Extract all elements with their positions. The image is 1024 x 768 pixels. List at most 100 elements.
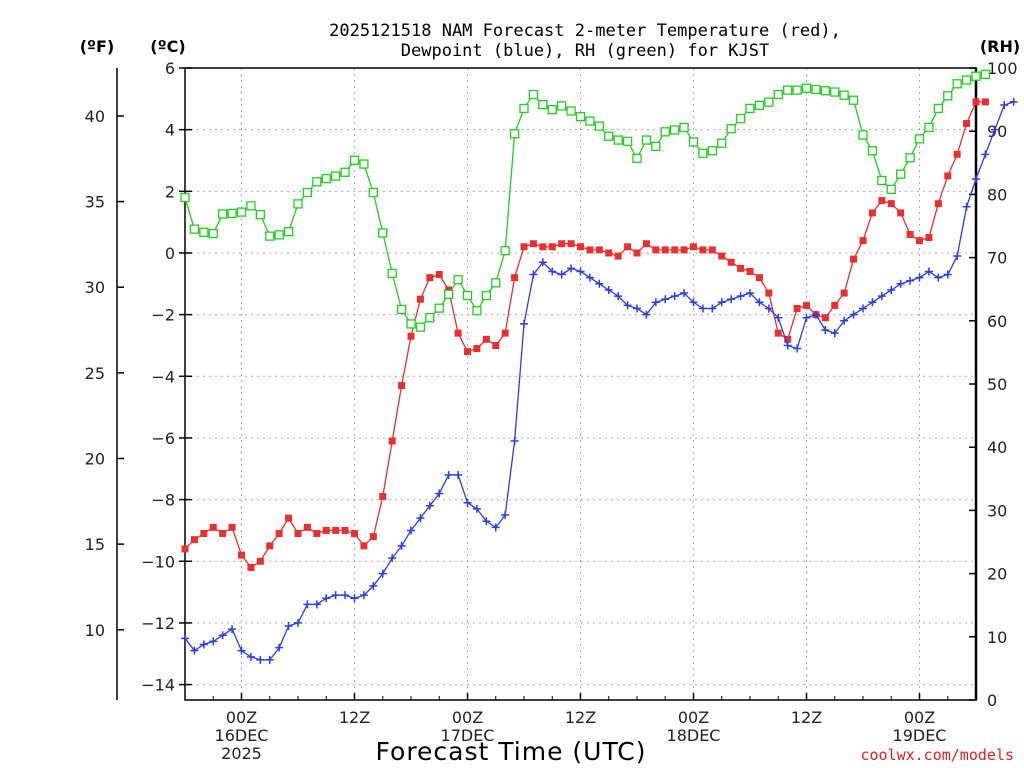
temperature-point <box>671 246 679 254</box>
rh-point <box>491 278 501 288</box>
rh-line <box>184 73 986 328</box>
temperature-point <box>793 304 801 312</box>
temperature-point <box>821 314 829 322</box>
rh-tick-label: 60 <box>987 312 1007 331</box>
temperature-point <box>473 345 481 353</box>
temperature-point <box>718 252 726 260</box>
dewpoint-point <box>651 298 660 307</box>
dewpoint-point <box>585 273 594 282</box>
dewpoint-point <box>896 279 905 288</box>
rh-point <box>396 304 407 315</box>
title-line-2: Dewpoint (blue), RH (green) for KJST <box>401 41 769 61</box>
dewpoint-point <box>764 304 773 313</box>
fahrenheit-axis-ticks: 40 35 30 25 20 15 10 <box>85 107 124 640</box>
rh-point <box>745 103 755 114</box>
dewpoint-point <box>906 276 915 285</box>
dewpoint-point <box>595 279 604 288</box>
dewpoint-point <box>783 341 792 350</box>
temperature-point <box>699 246 707 254</box>
dewpoint-point <box>623 301 632 310</box>
dewpoint-point <box>444 470 453 479</box>
dewpoint-point <box>934 273 943 282</box>
time-tick-label: 12Z <box>791 708 822 727</box>
rh-point <box>622 136 633 146</box>
temperature-point <box>303 523 311 531</box>
dewpoint-point <box>491 523 500 532</box>
temperature-point <box>925 234 933 242</box>
temperature-point <box>934 200 942 208</box>
rh-point <box>283 227 294 237</box>
temperature-point <box>906 230 914 238</box>
temperature-point <box>275 530 283 538</box>
dewpoint-point <box>670 292 679 301</box>
temperature-point <box>238 551 245 559</box>
rh-point <box>481 290 491 301</box>
rh-point <box>905 153 915 163</box>
temperature-point <box>708 246 716 254</box>
temperature-point <box>529 240 537 248</box>
temperature-point <box>765 289 773 297</box>
rh-point <box>632 153 642 164</box>
dewpoint-point <box>435 489 444 498</box>
celsius-tick-label: 0 <box>165 244 175 263</box>
rh-point <box>265 231 275 241</box>
temperature-point <box>831 301 839 309</box>
fahrenheit-tick-label: 30 <box>85 278 105 297</box>
rh-point <box>726 124 736 134</box>
time-tick-label: 12Z <box>565 708 596 727</box>
dewpoint-point <box>698 304 707 313</box>
dewpoint-point <box>407 526 415 535</box>
temperature-point <box>454 329 462 337</box>
rh-tick-label: 100 <box>987 59 1018 78</box>
celsius-tick-label: 6 <box>165 59 175 78</box>
temperature-point <box>398 382 406 390</box>
dewpoint-point <box>1009 97 1018 106</box>
rh-point <box>848 95 859 105</box>
celsius-tick-label: −14 <box>141 676 175 695</box>
dewpoint-point <box>736 292 745 301</box>
dewpoint-point <box>953 252 962 261</box>
dewpoint-point <box>237 646 246 655</box>
dewpoint-point <box>548 267 557 276</box>
dewpoint-point <box>265 655 274 664</box>
gridlines <box>185 68 976 700</box>
axes <box>116 67 978 701</box>
rh-point <box>820 86 830 96</box>
dewpoint-point <box>425 501 434 510</box>
temperature-point <box>774 329 782 337</box>
dewpoint-point <box>717 298 726 307</box>
rh-point <box>594 121 604 131</box>
fahrenheit-tick-label: 20 <box>85 450 105 469</box>
rh-point <box>368 187 378 198</box>
dewpoint-point <box>642 310 651 319</box>
temperature-point <box>586 246 594 254</box>
temperature-point <box>680 246 688 254</box>
credit-text: coolwx.com/models <box>860 746 1014 764</box>
dewpoint-point <box>943 270 952 279</box>
temperature-point <box>228 523 236 531</box>
rh-tick-label: 80 <box>987 185 1007 204</box>
temperature-point <box>341 526 349 534</box>
time-tick-label: 16DEC <box>215 726 269 745</box>
dewpoint-point <box>190 646 199 655</box>
temperature-point <box>322 526 330 534</box>
dewpoint-point <box>708 304 717 313</box>
temperature-point <box>614 252 622 260</box>
temperature-point <box>850 255 858 263</box>
rh-point <box>877 175 887 186</box>
dewpoint-point <box>331 591 340 600</box>
temperature-point <box>577 243 584 251</box>
rh-point <box>359 159 369 169</box>
rh-point <box>255 209 265 220</box>
rh-point <box>274 230 284 240</box>
temperature-point <box>435 271 443 279</box>
temperature-point <box>897 209 905 217</box>
rh-tick-label: 30 <box>987 501 1007 520</box>
time-tick-label: 00Z <box>226 708 257 727</box>
temperature-point <box>878 197 886 205</box>
temperature-point <box>981 98 989 106</box>
temperature-point <box>803 301 810 309</box>
dewpoint-point <box>312 600 321 609</box>
dewpoint-point <box>802 313 811 322</box>
rh-point <box>735 113 746 124</box>
